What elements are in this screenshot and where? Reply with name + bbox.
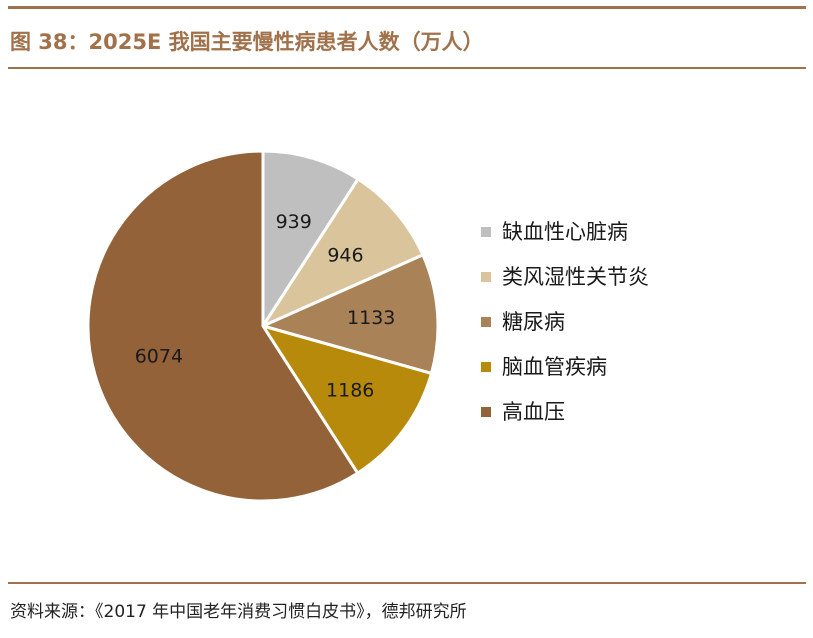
pie-slice-1 [261,177,425,328]
pie-slice-0 [261,149,360,328]
data-label-0: 939 [276,211,312,233]
pie-slice-3 [261,324,433,475]
pie-slices [86,149,440,503]
data-label-3: 1186 [326,380,374,402]
legend-label-3: 脑血管疾病 [502,355,607,379]
data-label-2: 1133 [347,307,395,329]
legend-label-0: 缺血性心脏病 [502,220,628,244]
figure-title: 图 38：2025E 我国主要慢性病患者人数（万人） [10,30,484,54]
source-note: 资料来源：《2017 年中国老年消费习惯白皮书》，德邦研究所 [10,602,467,622]
data-label-4: 6074 [135,346,183,368]
legend-swatch-0 [481,227,491,237]
title-rule [8,67,806,69]
legend-swatch-1 [481,272,491,282]
bottom-rule [8,582,806,584]
legend-label-4: 高血压 [502,400,565,424]
legend-swatch-2 [481,317,491,327]
legend-swatch-3 [481,362,491,372]
pie-slice-2 [261,253,440,375]
legend-label-1: 类风湿性关节炎 [502,265,649,289]
top-rule [8,6,806,9]
pie-slice-4 [86,149,360,503]
data-label-1: 946 [327,244,363,266]
pie-data-labels: 939 946 1133 1186 6074 [135,211,396,402]
legend-swatch-4 [481,407,491,417]
legend-label-2: 糖尿病 [502,310,565,334]
